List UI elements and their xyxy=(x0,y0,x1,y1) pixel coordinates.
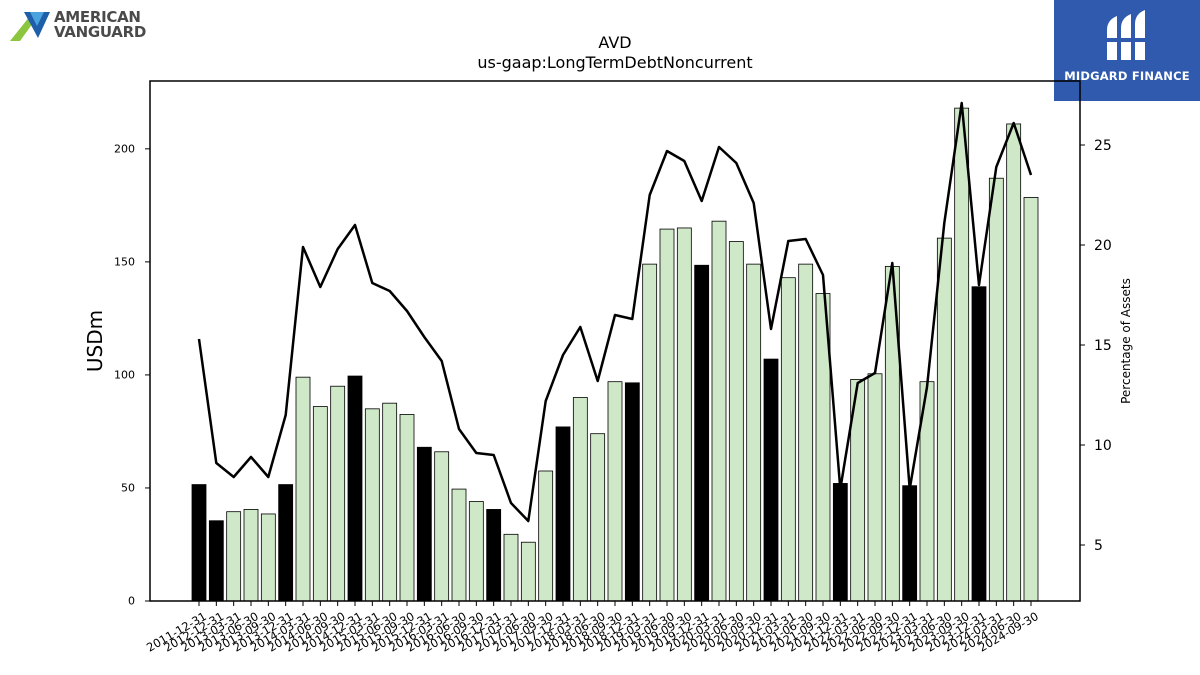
y-axis-left: 0 50 100 150 200 xyxy=(114,142,150,608)
y2-axis-label: Percentage of Assets xyxy=(1119,278,1133,404)
bar xyxy=(191,484,207,602)
bar xyxy=(711,220,727,602)
bar xyxy=(659,228,675,602)
bar xyxy=(520,541,536,602)
bar xyxy=(486,509,502,602)
chart-subtitle: us-gaap:LongTermDebtNoncurrent xyxy=(477,53,752,72)
bar xyxy=(434,451,450,602)
american-vanguard-logo-icon xyxy=(10,12,50,41)
brand-line-1: AMERICAN xyxy=(54,8,141,26)
y2-tick-label: 15 xyxy=(1094,338,1112,354)
x-axis: 2011-12-312012-12-312013-03-312013-06-30… xyxy=(144,601,1041,655)
bar xyxy=(451,488,467,602)
bar xyxy=(295,376,311,602)
bar xyxy=(780,277,796,602)
bar xyxy=(590,433,606,602)
chart-title: AVD xyxy=(598,33,631,52)
line-series xyxy=(197,101,1033,523)
bar xyxy=(763,358,779,602)
bar xyxy=(728,241,744,602)
bar xyxy=(555,426,571,602)
bar xyxy=(954,107,970,602)
bar xyxy=(936,237,952,602)
y-tick-label: 100 xyxy=(114,368,135,381)
y-tick-label: 0 xyxy=(128,595,135,608)
percentage-line xyxy=(197,101,1033,523)
bar xyxy=(902,485,918,602)
y-tick-label: 50 xyxy=(121,481,135,494)
bar xyxy=(624,382,640,602)
bar xyxy=(798,263,814,602)
bar xyxy=(642,263,658,602)
y-axis-label: USDm xyxy=(83,310,107,372)
bar xyxy=(208,520,224,602)
bar xyxy=(243,509,259,602)
bar xyxy=(832,483,848,602)
bar xyxy=(988,177,1004,602)
bar xyxy=(416,446,432,602)
y-axis-right: 5 10 15 20 25 xyxy=(1080,138,1112,554)
y-tick-label: 200 xyxy=(114,142,135,155)
bar xyxy=(572,397,588,602)
bar xyxy=(694,264,710,602)
bar xyxy=(676,227,692,602)
bar-series xyxy=(191,107,1039,602)
bar xyxy=(382,402,398,602)
american-vanguard-wordmark: AMERICAN VANGUARD xyxy=(54,10,146,40)
y-tick-label: 150 xyxy=(114,255,135,268)
midgard-finance-logo-icon xyxy=(1105,10,1149,60)
american-vanguard-logo: AMERICAN VANGUARD xyxy=(8,6,168,46)
y2-tick-label: 25 xyxy=(1094,138,1112,154)
bar xyxy=(503,533,519,602)
plot-frame xyxy=(149,80,1081,602)
bar xyxy=(607,381,623,602)
bar xyxy=(746,263,762,602)
bar xyxy=(364,408,380,602)
y2-tick-label: 20 xyxy=(1094,238,1112,254)
midgard-finance-wordmark: MIDGARD FINANCE xyxy=(1064,69,1190,83)
bar xyxy=(399,414,415,602)
brand-line-2: VANGUARD xyxy=(54,23,146,41)
bar xyxy=(330,385,346,602)
bar xyxy=(347,375,363,602)
y2-tick-label: 10 xyxy=(1094,438,1112,454)
bar xyxy=(538,470,554,602)
bar xyxy=(312,406,328,602)
midgard-finance-logo: MIDGARD FINANCE xyxy=(1054,0,1200,101)
bar xyxy=(278,484,294,602)
bar xyxy=(867,373,883,602)
bar xyxy=(226,511,242,602)
y2-tick-label: 5 xyxy=(1094,538,1103,554)
bar xyxy=(260,513,276,602)
bar xyxy=(1023,197,1039,602)
bar xyxy=(1006,123,1022,602)
bar xyxy=(468,501,484,602)
bar xyxy=(971,286,987,602)
